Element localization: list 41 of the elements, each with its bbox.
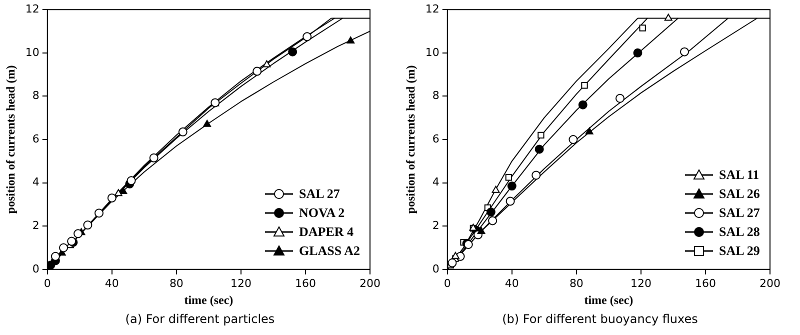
legend-label: DAPER 4 <box>299 224 354 240</box>
x-tick-label: 80 <box>569 276 584 290</box>
y-axis-title: position of currents head (m) <box>403 65 418 214</box>
x-tick-label: 40 <box>504 276 519 290</box>
x-tick-label: 0 <box>44 276 51 290</box>
y-tick-label: 12 <box>425 2 440 16</box>
y-tick-label: 4 <box>32 176 40 189</box>
y-tick-label: 8 <box>432 89 440 102</box>
x-tick-label: 0 <box>444 276 451 290</box>
legend-label: NOVA 2 <box>299 205 345 222</box>
x-tick-label: 200 <box>760 276 780 290</box>
legend-label: SAL 26 <box>719 186 760 202</box>
text: (b) For different buoyancy fluxes <box>502 312 698 326</box>
x-tick-label: 120 <box>230 276 252 290</box>
legend-label: SAL 29 <box>719 243 760 260</box>
legend-label: SAL 11 <box>719 167 760 184</box>
legend-label: GLASS A2 <box>299 243 360 260</box>
y-tick-label: 0 <box>432 262 440 276</box>
y-tick-label: 10 <box>25 46 40 59</box>
y-tick-label: 8 <box>32 89 40 102</box>
y-tick-label: 6 <box>32 132 40 146</box>
y-tick-label: 12 <box>25 2 40 16</box>
x-axis-title: time (sec) <box>584 292 634 307</box>
text: (a) For different particles <box>125 312 275 326</box>
legend-label: SAL 27 <box>299 186 340 202</box>
y-tick-label: 2 <box>32 218 40 232</box>
y-tick-label: 2 <box>432 218 440 232</box>
y-axis-title: position of currents head (m) <box>3 65 18 214</box>
x-tick-label: 120 <box>630 276 652 290</box>
legend-label: SAL 27 <box>719 205 760 222</box>
x-tick-label: 200 <box>360 276 380 290</box>
y-tick-label: 0 <box>32 262 40 276</box>
x-tick-label: 160 <box>694 276 716 290</box>
legend-label: SAL 28 <box>719 224 760 240</box>
x-tick-label: 160 <box>294 276 316 290</box>
y-tick-label: 4 <box>432 176 440 189</box>
y-tick-label: 6 <box>432 132 440 146</box>
x-axis-title: time (sec) <box>184 292 234 307</box>
x-tick-label: 40 <box>104 276 119 290</box>
x-tick-label: 80 <box>169 276 184 290</box>
y-tick-label: 10 <box>425 46 440 59</box>
